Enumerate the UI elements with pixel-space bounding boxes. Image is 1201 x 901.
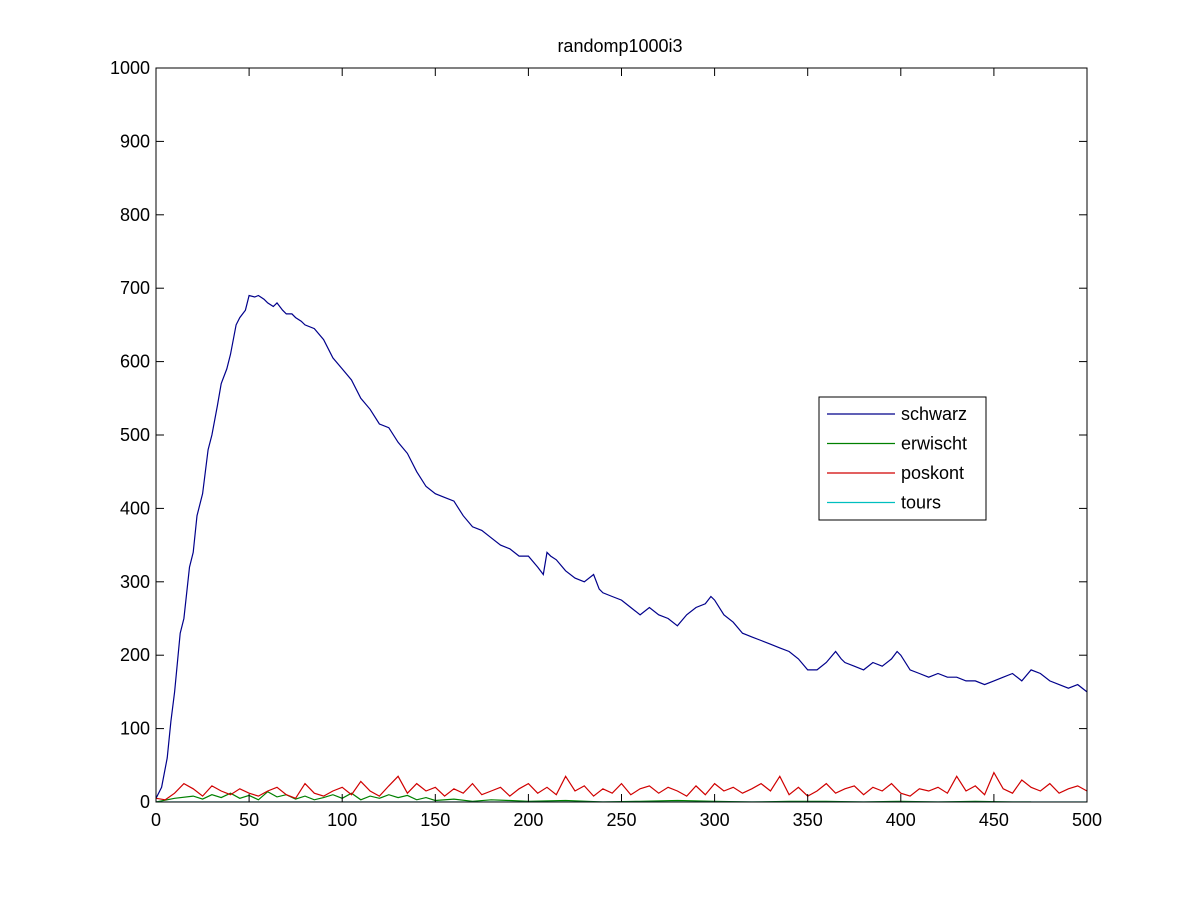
y-tick-label: 1000 <box>110 58 150 78</box>
x-tick-label: 450 <box>979 810 1009 830</box>
axes: 0 50 100 150 200 250 300 350 400 450 500 0 100 200 300… <box>110 58 1102 830</box>
y-tick-label: 400 <box>120 498 150 518</box>
x-tick-label: 50 <box>239 810 259 830</box>
x-tick-label: 500 <box>1072 810 1102 830</box>
x-tick-label: 0 <box>151 810 161 830</box>
legend-label-schwarz: schwarz <box>901 404 967 424</box>
x-tick-label: 100 <box>327 810 357 830</box>
y-tick-label: 500 <box>120 425 150 445</box>
x-tick-label: 400 <box>886 810 916 830</box>
y-tick-label: 100 <box>120 719 150 739</box>
series-line-schwarz <box>156 294 1087 799</box>
y-tick-label: 200 <box>120 645 150 665</box>
x-tick-label: 250 <box>606 810 636 830</box>
y-tick-label: 600 <box>120 352 150 372</box>
y-tick-label: 0 <box>140 792 150 812</box>
y-tick-label: 800 <box>120 205 150 225</box>
y-tick-label: 900 <box>120 131 150 151</box>
legend-box <box>818 396 987 521</box>
legend-label-tours: tours <box>901 493 941 513</box>
legend-label-erwischt: erwischt <box>901 434 967 454</box>
x-tick-label: 200 <box>513 810 543 830</box>
legend: schwarz erwischt poskont tours <box>818 396 987 521</box>
series-line-poskont <box>156 771 1087 801</box>
x-tick-label: 350 <box>793 810 823 830</box>
y-tick-label: 300 <box>120 572 150 592</box>
legend-label-poskont: poskont <box>901 463 964 483</box>
y-tick-label: 700 <box>120 278 150 298</box>
x-tick-label: 300 <box>700 810 730 830</box>
chart-title: randomp1000i3 <box>557 36 682 56</box>
x-tick-label: 150 <box>420 810 450 830</box>
